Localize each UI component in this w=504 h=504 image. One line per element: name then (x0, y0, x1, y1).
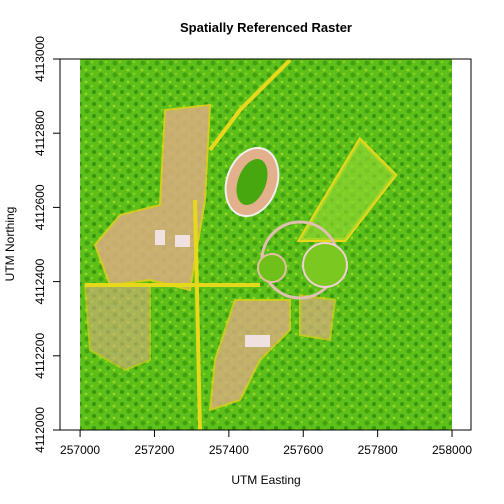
features (155, 140, 395, 347)
x-tick-label: 257000 (60, 443, 100, 457)
x-axis-title: UTM Easting (231, 473, 300, 487)
x-tick-label: 257800 (358, 443, 398, 457)
x-tick-label: 257600 (283, 443, 323, 457)
raster-image (80, 59, 452, 430)
y-tick-label: 4112400 (33, 258, 47, 304)
chart-title: Spatially Referenced Raster (180, 20, 352, 35)
x-tick-label: 258000 (432, 443, 472, 457)
y-tick-label: 4112000 (33, 407, 47, 453)
y-tick-label: 4113000 (33, 36, 47, 82)
plot-frame (59, 58, 472, 431)
y-tick-label: 4112600 (33, 184, 47, 230)
y-axis-title: UTM Northing (3, 207, 17, 282)
x-tick-label: 257200 (134, 443, 174, 457)
x-tick-label: 257400 (209, 443, 249, 457)
y-tick-label: 4112800 (33, 110, 47, 156)
y-tick-label: 4112200 (33, 333, 47, 379)
